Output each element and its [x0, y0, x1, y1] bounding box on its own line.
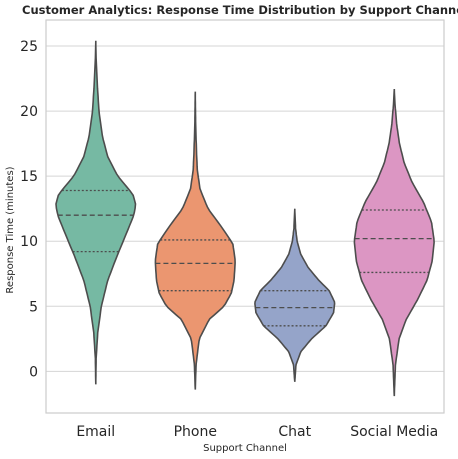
violin-body — [354, 89, 434, 396]
x-tick-label: Phone — [174, 424, 217, 440]
chart-title: Customer Analytics: Response Time Distri… — [22, 3, 458, 17]
y-tick-label: 5 — [29, 299, 38, 315]
y-tick-label: 0 — [29, 364, 38, 380]
violin-body — [155, 92, 235, 390]
x-tick-label: Chat — [278, 424, 311, 440]
y-tick-label: 10 — [20, 234, 38, 250]
y-axis-label: Response Time (minutes) — [5, 166, 16, 293]
y-tick-labels: 0 5 10 15 20 25 — [20, 39, 38, 380]
x-tick-labels: Email Phone Chat Social Media — [76, 424, 438, 440]
violin-body — [255, 209, 335, 382]
violins — [56, 41, 434, 396]
y-tick-label: 15 — [20, 169, 38, 185]
y-tick-label: 25 — [20, 39, 38, 55]
violin-body — [56, 41, 136, 385]
x-tick-label: Email — [76, 424, 115, 440]
y-tick-label: 20 — [20, 104, 38, 120]
x-tick-label: Social Media — [350, 424, 438, 440]
x-axis-label: Support Channel — [203, 443, 287, 454]
